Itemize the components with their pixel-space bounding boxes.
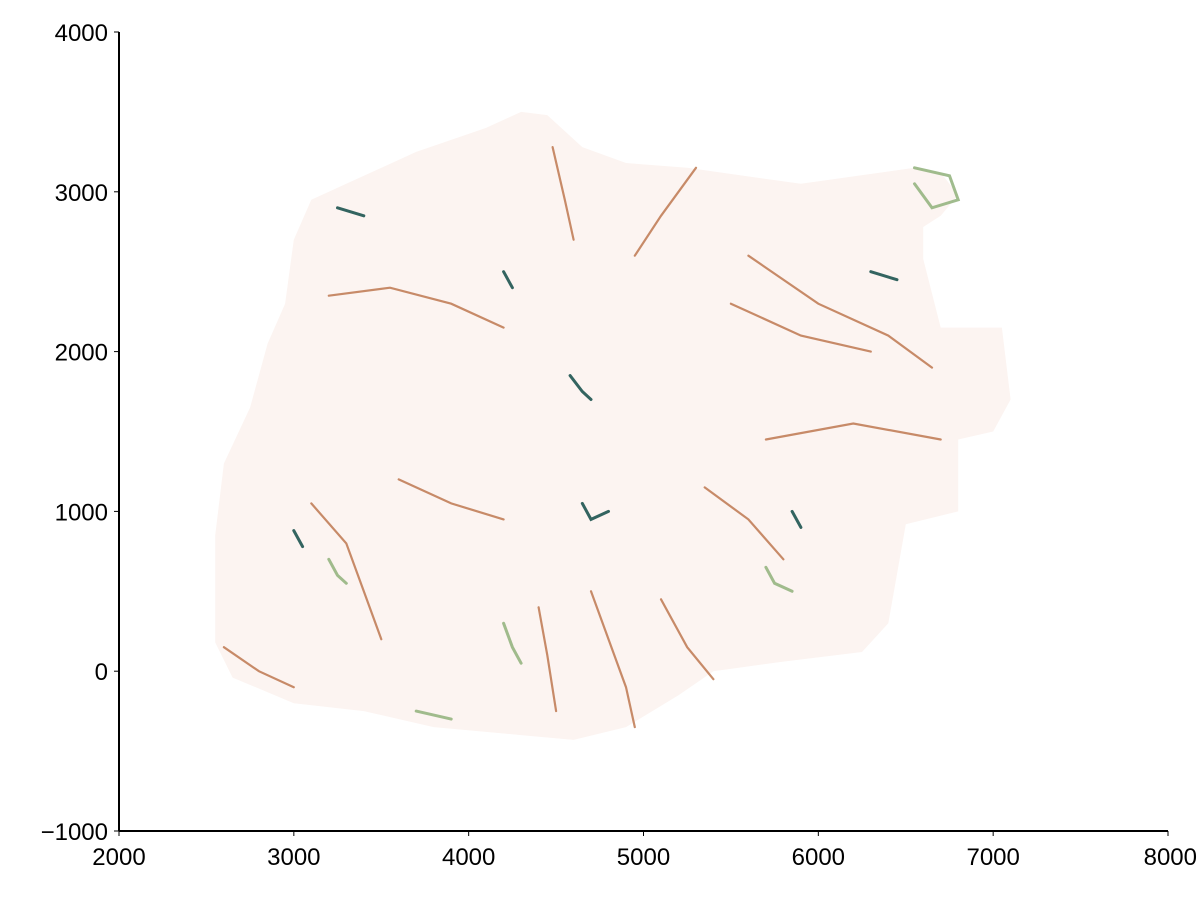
island-surface bbox=[215, 111, 1011, 740]
ridge-negative-dark-14 bbox=[580, 501, 610, 522]
ridge-positive-6 bbox=[310, 502, 383, 641]
x-tick-label-3: 5000 bbox=[617, 844, 670, 871]
y-tick-label-3: 2000 bbox=[55, 340, 108, 367]
ridge-negative-dark-13 bbox=[568, 374, 593, 401]
ridge-positive-1 bbox=[633, 166, 698, 257]
y-tick-label-4: 3000 bbox=[55, 180, 108, 207]
ridge-negative-dark-17 bbox=[336, 206, 366, 218]
ridge-positive-3 bbox=[747, 254, 934, 369]
ridge-negative-dark-16 bbox=[790, 509, 803, 529]
y-tick-label-2: 1000 bbox=[55, 499, 108, 526]
x-axis-ticks: 2000 3000 4000 5000 6000 7000 8000 bbox=[92, 831, 1197, 871]
ridge-features bbox=[222, 146, 961, 729]
axes: 2000 3000 4000 5000 6000 7000 8000 −1000 0 1000 2… bbox=[41, 20, 1197, 871]
ridge-negative-light-21 bbox=[502, 621, 523, 665]
ridge-positive-11 bbox=[222, 646, 295, 689]
ridge-positive-8 bbox=[537, 606, 558, 713]
x-tick-label-4: 6000 bbox=[792, 844, 845, 871]
y-tick-label-5: 4000 bbox=[55, 20, 108, 47]
map-layer bbox=[215, 111, 1011, 740]
ridge-negative-light-22 bbox=[764, 565, 794, 593]
ridge-positive-7 bbox=[589, 590, 636, 729]
ridge-positive-2 bbox=[327, 286, 505, 329]
y-tick-label-0: −1000 bbox=[41, 819, 108, 846]
y-axis-ticks: −1000 0 1000 2000 3000 4000 bbox=[41, 20, 119, 846]
x-tick-label-6: 8000 bbox=[1144, 844, 1197, 871]
ridge-positive-10 bbox=[397, 478, 505, 521]
ridge-positive-9 bbox=[659, 598, 715, 681]
x-tick-label-0: 2000 bbox=[92, 844, 145, 871]
ridge-negative-light-23 bbox=[414, 709, 453, 721]
x-tick-label-1: 3000 bbox=[267, 844, 320, 871]
x-tick-label-2: 4000 bbox=[442, 844, 495, 871]
ridge-negative-dark-15 bbox=[292, 529, 305, 549]
ridge-negative-dark-19 bbox=[869, 270, 899, 282]
ridge-positive-5 bbox=[764, 422, 942, 441]
ridge-negative-light-20 bbox=[913, 166, 961, 210]
ridge-positive-0 bbox=[551, 146, 575, 241]
y-tick-label-1: 0 bbox=[95, 659, 108, 686]
ridge-positive-4 bbox=[729, 302, 872, 353]
ridge-negative-dark-18 bbox=[502, 270, 514, 290]
ridge-positive-12 bbox=[703, 486, 785, 561]
ridge-negative-light-24 bbox=[327, 557, 348, 585]
x-tick-label-5: 7000 bbox=[966, 844, 1019, 871]
